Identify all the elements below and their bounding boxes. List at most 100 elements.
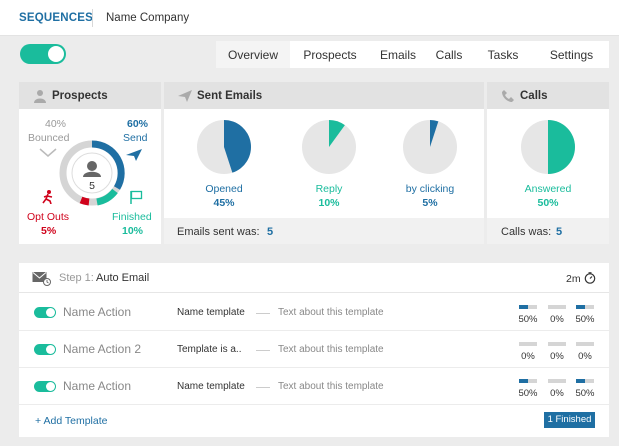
finish-flag-icon — [130, 190, 143, 204]
tab-settings[interactable]: Settings — [549, 48, 594, 62]
send-label: Send — [123, 132, 148, 144]
prospects-header: Prospects — [19, 82, 161, 109]
metric-value: 0% — [521, 351, 535, 362]
add-template-link[interactable]: + Add Template — [35, 415, 108, 427]
template-name[interactable]: Template is a.. — [177, 344, 242, 355]
calls-footer: Calls was: 5 — [487, 218, 609, 244]
action-toggle[interactable] — [34, 307, 56, 318]
template-description: Text about this template — [278, 381, 384, 392]
bounce-icon — [39, 148, 57, 157]
template-row[interactable]: Name Action Name template Text about thi… — [19, 294, 609, 331]
metric-bar — [519, 342, 537, 346]
template-description: Text about this template — [278, 307, 384, 318]
finished-label: Finished — [112, 211, 152, 223]
bounced-pct: 40% — [45, 118, 67, 130]
action-toggle[interactable] — [34, 381, 56, 392]
tab-overview[interactable]: Overview — [216, 41, 290, 68]
divider — [92, 9, 93, 27]
bounced-label: Bounced — [28, 132, 70, 144]
metric-value: 0% — [550, 388, 564, 399]
opt-out-icon — [42, 190, 53, 204]
pie-slice — [430, 120, 439, 147]
emails-sent-label: Emails sent was: — [177, 226, 260, 238]
metric-bar — [548, 379, 566, 383]
prospects-donut — [59, 140, 125, 206]
metric-value: 50% — [575, 388, 595, 399]
prospects-card: Prospects 40% Bounced 60% Send 5 Opt Out… — [19, 82, 161, 244]
sent-emails-header: Sent Emails — [164, 82, 484, 109]
metric-value: 50% — [575, 314, 595, 325]
reply-label: Reply — [315, 183, 343, 195]
answered-value: 50% — [537, 197, 559, 209]
step-title: Auto Email — [96, 272, 150, 284]
donut-send-arc — [91, 140, 125, 190]
metric-bar — [576, 305, 594, 309]
donut-finished-arc — [96, 188, 118, 206]
metric-bar — [519, 305, 537, 309]
metric-bar — [548, 342, 566, 346]
template-description: Text about this template — [278, 344, 384, 355]
sequence-active-toggle[interactable] — [20, 44, 66, 64]
calls-title: Calls — [520, 90, 548, 102]
clicking-value: 5% — [422, 197, 438, 209]
emails-sent-value: 5 — [267, 226, 274, 238]
answered-pie-chart — [521, 120, 575, 174]
metric-bar — [548, 305, 566, 309]
tab-tasks[interactable]: Tasks — [487, 48, 519, 62]
action-toggle[interactable] — [34, 344, 56, 355]
app-title[interactable]: SEQUENCES — [19, 12, 94, 24]
pie-slice — [224, 120, 252, 173]
send-icon — [126, 149, 142, 161]
tab-prospects[interactable]: Prospects — [303, 48, 357, 62]
sent-emails-title: Sent Emails — [197, 90, 263, 102]
reply-value: 10% — [318, 197, 340, 209]
calls-card: Calls Answered 50% Calls was: 5 — [487, 82, 609, 244]
pie-slice — [329, 120, 345, 147]
company-name[interactable]: Name Company — [106, 12, 190, 24]
sent-emails-card: Sent Emails Opened 45% Reply 10% by clic… — [164, 82, 484, 244]
tab-calls[interactable]: Calls — [435, 48, 463, 62]
clicking-pie-chart — [403, 120, 457, 174]
answered-label: Answered — [524, 183, 572, 195]
timer-icon — [584, 272, 596, 284]
sent-emails-footer: Emails sent was: 5 — [164, 218, 484, 244]
action-name[interactable]: Name Action 2 — [63, 342, 142, 356]
pie-slice — [548, 120, 575, 174]
step-panel: Step 1: Auto Email 2m Name Action Name t… — [19, 263, 609, 437]
auto-email-icon — [32, 272, 51, 286]
metric-bar — [519, 379, 537, 383]
donut-optout-arc — [79, 196, 90, 206]
opened-pie-chart — [197, 120, 252, 174]
opt-outs-pct: 5% — [41, 225, 57, 237]
prospects-title: Prospects — [52, 90, 108, 102]
tab-bar: Overview Prospects Emails Calls Tasks Se… — [216, 41, 609, 68]
paper-plane-icon — [178, 90, 192, 102]
divider — [256, 313, 270, 314]
divider — [256, 387, 270, 388]
template-row[interactable]: Name Action Name template Text about thi… — [19, 368, 609, 405]
divider — [256, 350, 270, 351]
step-header[interactable]: Step 1: Auto Email 2m — [19, 263, 609, 293]
clicking-label: by clicking — [405, 183, 455, 195]
prospects-count: 5 — [89, 180, 95, 192]
metric-bar — [576, 342, 594, 346]
metric-bar — [576, 379, 594, 383]
calls-was-label: Calls was: — [501, 226, 552, 238]
metric-value: 50% — [518, 314, 538, 325]
finished-pct: 10% — [122, 225, 144, 237]
action-name[interactable]: Name Action — [63, 305, 132, 319]
template-name[interactable]: Name template — [177, 381, 245, 392]
reply-pie-chart — [302, 120, 356, 174]
action-name[interactable]: Name Action — [63, 379, 132, 393]
opened-label: Opened — [205, 183, 243, 195]
top-bar: SEQUENCES Name Company — [0, 0, 619, 36]
template-name[interactable]: Name template — [177, 307, 245, 318]
metric-value: 0% — [550, 314, 564, 325]
center-person-icon — [87, 161, 97, 171]
metric-value: 50% — [518, 388, 538, 399]
opened-value: 45% — [213, 197, 235, 209]
send-pct: 60% — [127, 118, 149, 130]
template-row[interactable]: Name Action 2 Template is a.. Text about… — [19, 331, 609, 368]
tab-emails[interactable]: Emails — [379, 48, 416, 62]
finished-badge[interactable]: 1 Finished — [544, 412, 595, 428]
